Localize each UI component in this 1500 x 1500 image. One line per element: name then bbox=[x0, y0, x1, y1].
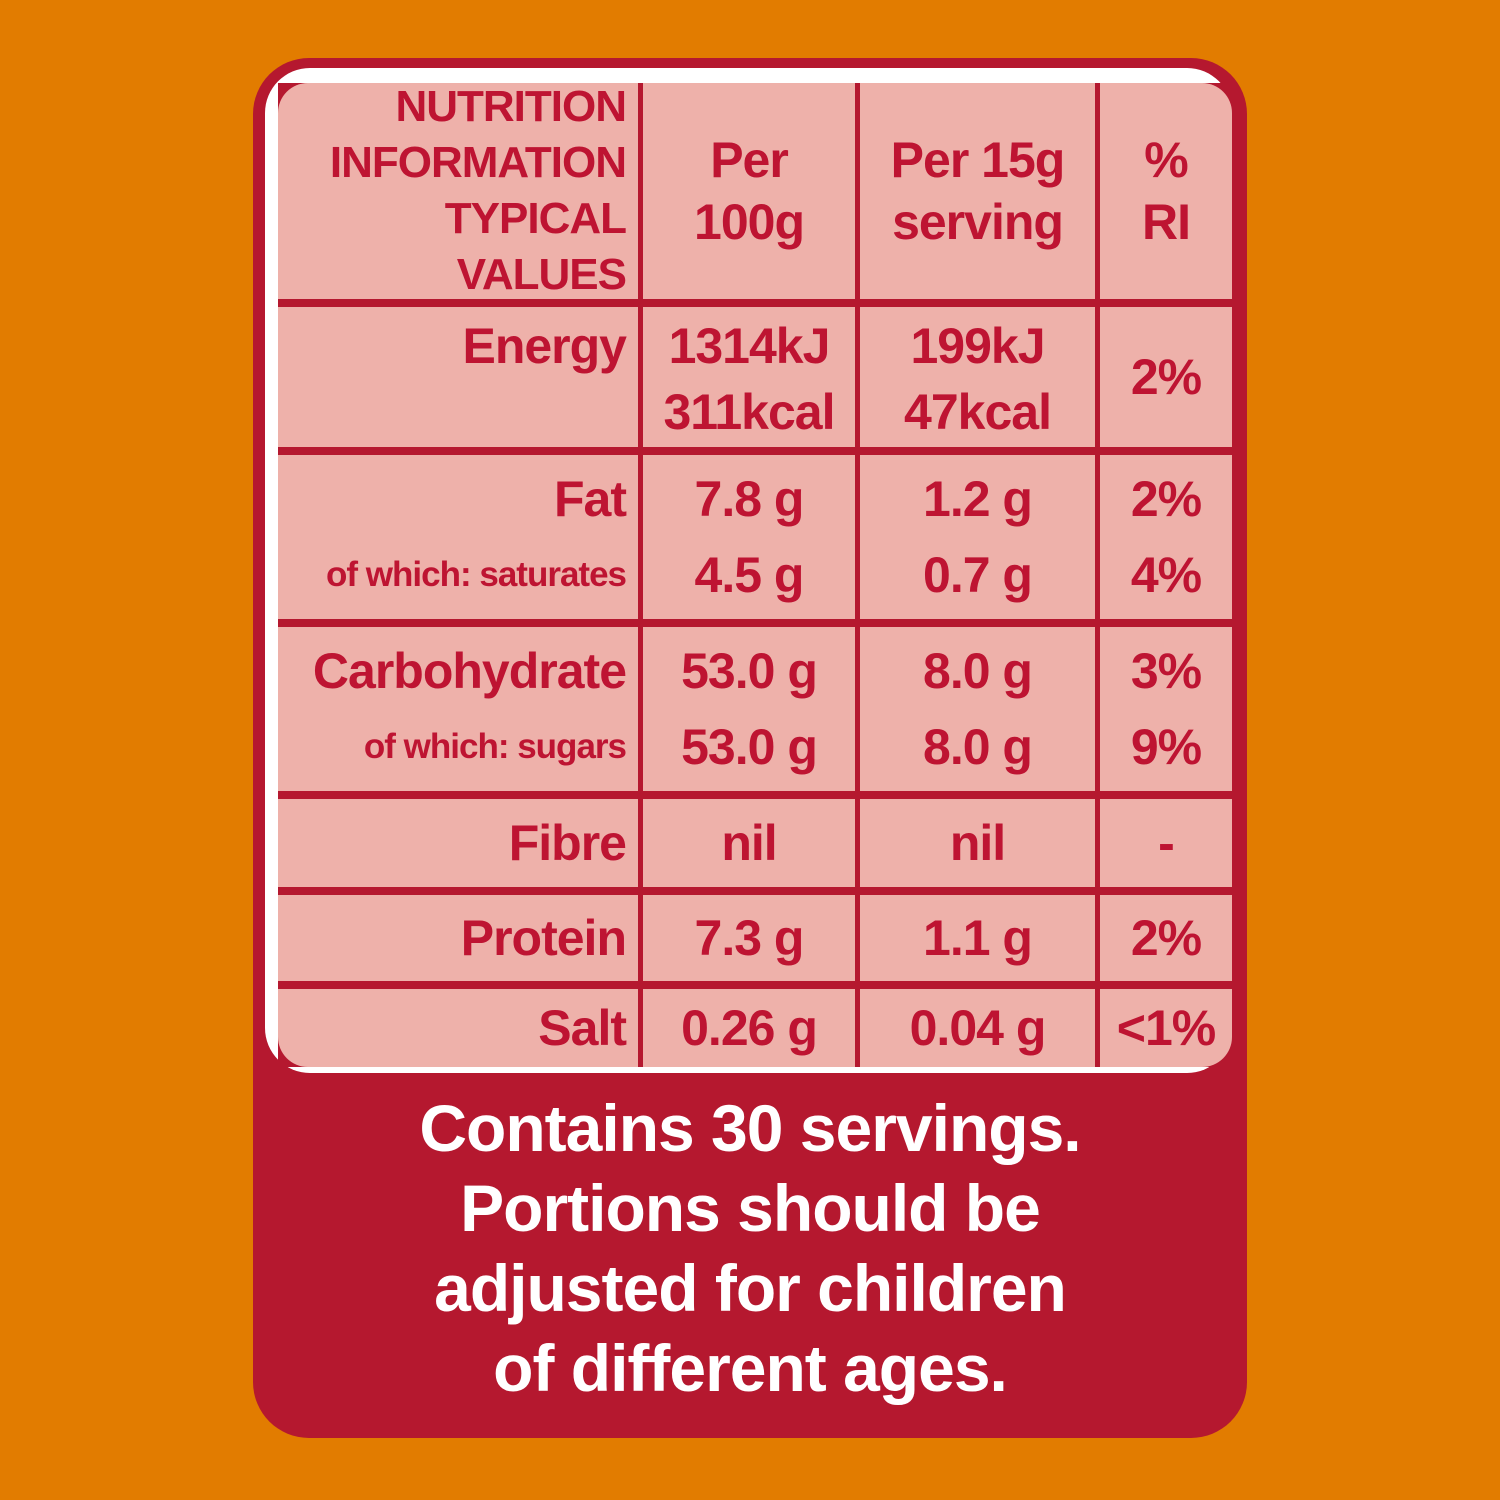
value-line: 2% bbox=[1130, 471, 1202, 527]
value-line: 53.0 g bbox=[681, 719, 818, 775]
fibre-ri-cell: - bbox=[1100, 799, 1232, 887]
energy-per-serving-cell: 199kJ 47kcal bbox=[860, 307, 1095, 447]
row-label: Salt bbox=[538, 1000, 627, 1056]
value-line: 1.2 g bbox=[923, 471, 1033, 527]
row-label: Protein bbox=[460, 910, 627, 966]
nutrition-table: NUTRITION INFORMATION TYPICAL VALUES Per… bbox=[278, 83, 1232, 1067]
value-line: 4% bbox=[1130, 547, 1202, 603]
header-line: Per 15g bbox=[890, 132, 1066, 188]
fibre-per-100g-cell: nil bbox=[643, 799, 855, 887]
value-line: 0.7 g bbox=[923, 547, 1033, 603]
value-line: <1% bbox=[1116, 1000, 1216, 1056]
header-line: Per bbox=[710, 132, 789, 188]
value-line: 47kcal bbox=[904, 384, 1052, 440]
value-line: 9% bbox=[1130, 719, 1202, 775]
header-line: RI bbox=[1142, 194, 1191, 250]
carbohydrate-ri-cell: 3% 9% bbox=[1100, 627, 1232, 791]
header-percent-ri: % RI bbox=[1100, 83, 1232, 299]
servings-note-line: adjusted for children bbox=[434, 1251, 1067, 1325]
salt-label-cell: Salt bbox=[278, 989, 638, 1067]
header-line: NUTRITION bbox=[395, 83, 627, 131]
protein-per-100g-cell: 7.3 g bbox=[643, 895, 855, 981]
servings-note: Contains 30 servings. Portions should be… bbox=[253, 1088, 1247, 1408]
value-line: 53.0 g bbox=[681, 643, 818, 699]
value-line: 8.0 g bbox=[923, 643, 1033, 699]
fat-ri-cell: 2% 4% bbox=[1100, 455, 1232, 619]
servings-note-line: of different ages. bbox=[493, 1331, 1008, 1405]
fat-per-serving-cell: 1.2 g 0.7 g bbox=[860, 455, 1095, 619]
fibre-per-serving-cell: nil bbox=[860, 799, 1095, 887]
value-line: 7.8 g bbox=[694, 471, 805, 527]
protein-ri-cell: 2% bbox=[1100, 895, 1232, 981]
value-line: 2% bbox=[1130, 910, 1202, 966]
value-line: nil bbox=[721, 815, 777, 871]
row-label: Fibre bbox=[508, 815, 627, 871]
value-line: 0.04 g bbox=[909, 1000, 1047, 1056]
carbohydrate-label-cell: Carbohydrate of which: sugars bbox=[278, 627, 638, 791]
energy-per-100g-cell: 1314kJ 311kcal bbox=[643, 307, 855, 447]
row-sublabel: of which: sugars bbox=[363, 727, 627, 766]
protein-label-cell: Protein bbox=[278, 895, 638, 981]
value-line: 2% bbox=[1130, 349, 1202, 405]
header-per-serving: Per 15g serving bbox=[860, 83, 1095, 299]
value-line: 7.3 g bbox=[694, 910, 805, 966]
protein-per-serving-cell: 1.1 g bbox=[860, 895, 1095, 981]
row-label: Carbohydrate bbox=[312, 643, 627, 699]
energy-label-cell: Energy bbox=[278, 307, 638, 447]
servings-note-line: Contains 30 servings. bbox=[419, 1091, 1081, 1165]
row-sublabel: of which: saturates bbox=[326, 555, 627, 594]
header-line: TYPICAL VALUES bbox=[444, 194, 627, 299]
carbohydrate-per-100g-cell: 53.0 g 53.0 g bbox=[643, 627, 855, 791]
nutrition-label-panel: NUTRITION INFORMATION TYPICAL VALUES Per… bbox=[253, 58, 1247, 1438]
value-line: 8.0 g bbox=[923, 719, 1033, 775]
salt-ri-cell: <1% bbox=[1100, 989, 1232, 1067]
value-line: 0.26 g bbox=[681, 1000, 818, 1056]
servings-note-line: Portions should be bbox=[460, 1171, 1041, 1245]
value-line: 1314kJ bbox=[668, 318, 831, 374]
header-per-100g: Per 100g bbox=[643, 83, 855, 299]
value-line: - bbox=[1158, 815, 1175, 871]
fat-per-100g-cell: 7.8 g 4.5 g bbox=[643, 455, 855, 619]
fat-label-cell: Fat of which: saturates bbox=[278, 455, 638, 619]
value-line: 1.1 g bbox=[923, 910, 1033, 966]
value-line: 3% bbox=[1130, 643, 1202, 699]
carbohydrate-per-serving-cell: 8.0 g 8.0 g bbox=[860, 627, 1095, 791]
header-line: INFORMATION bbox=[329, 138, 627, 187]
row-label: Energy bbox=[462, 318, 627, 374]
header-line: % bbox=[1144, 132, 1188, 188]
header-line: 100g bbox=[694, 194, 805, 250]
value-line: 4.5 g bbox=[694, 547, 805, 603]
salt-per-serving-cell: 0.04 g bbox=[860, 989, 1095, 1067]
row-label: Fat bbox=[554, 471, 627, 527]
fibre-label-cell: Fibre bbox=[278, 799, 638, 887]
header-line: serving bbox=[892, 194, 1064, 250]
header-typical-values: NUTRITION INFORMATION TYPICAL VALUES bbox=[278, 83, 638, 299]
value-line: 311kcal bbox=[663, 384, 836, 440]
value-line: 199kJ bbox=[910, 318, 1045, 374]
value-line: nil bbox=[949, 815, 1006, 871]
salt-per-100g-cell: 0.26 g bbox=[643, 989, 855, 1067]
energy-ri-cell: 2% bbox=[1100, 307, 1232, 447]
